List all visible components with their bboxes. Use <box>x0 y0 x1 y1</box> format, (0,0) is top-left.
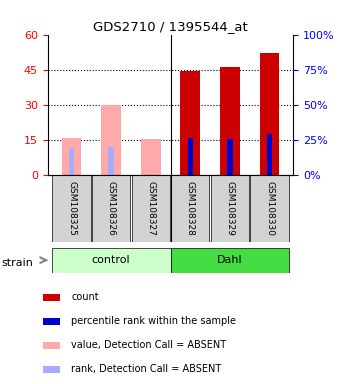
Bar <box>43 341 60 349</box>
Bar <box>43 366 60 373</box>
Title: GDS2710 / 1395544_at: GDS2710 / 1395544_at <box>93 20 248 33</box>
Bar <box>170 248 289 273</box>
Bar <box>171 175 209 242</box>
Bar <box>62 138 81 175</box>
Text: GSM108330: GSM108330 <box>265 181 274 236</box>
Text: strain: strain <box>2 258 33 268</box>
Bar <box>260 53 279 175</box>
Text: value, Detection Call = ABSENT: value, Detection Call = ABSENT <box>71 341 226 351</box>
Bar <box>69 148 74 175</box>
Text: GSM108326: GSM108326 <box>107 181 116 236</box>
Bar <box>53 175 90 242</box>
Bar <box>211 175 249 242</box>
Text: GSM108325: GSM108325 <box>67 181 76 236</box>
Text: GSM108327: GSM108327 <box>146 181 155 236</box>
Bar <box>52 248 170 273</box>
Bar <box>132 175 170 242</box>
Bar <box>141 139 161 175</box>
Text: control: control <box>92 255 130 265</box>
Bar <box>251 175 288 242</box>
Bar <box>108 147 114 175</box>
Bar <box>43 318 60 326</box>
Bar <box>101 105 121 175</box>
Text: GSM108329: GSM108329 <box>225 181 234 236</box>
Bar <box>227 139 233 175</box>
Bar <box>220 68 240 175</box>
Bar <box>92 175 130 242</box>
Text: percentile rank within the sample: percentile rank within the sample <box>71 316 236 326</box>
Bar <box>180 71 200 175</box>
Text: Dahl: Dahl <box>217 255 243 265</box>
Text: rank, Detection Call = ABSENT: rank, Detection Call = ABSENT <box>71 364 221 374</box>
Text: count: count <box>71 293 99 303</box>
Text: GSM108328: GSM108328 <box>186 181 195 236</box>
Bar <box>43 293 60 301</box>
Bar <box>267 134 272 175</box>
Bar <box>188 138 193 175</box>
